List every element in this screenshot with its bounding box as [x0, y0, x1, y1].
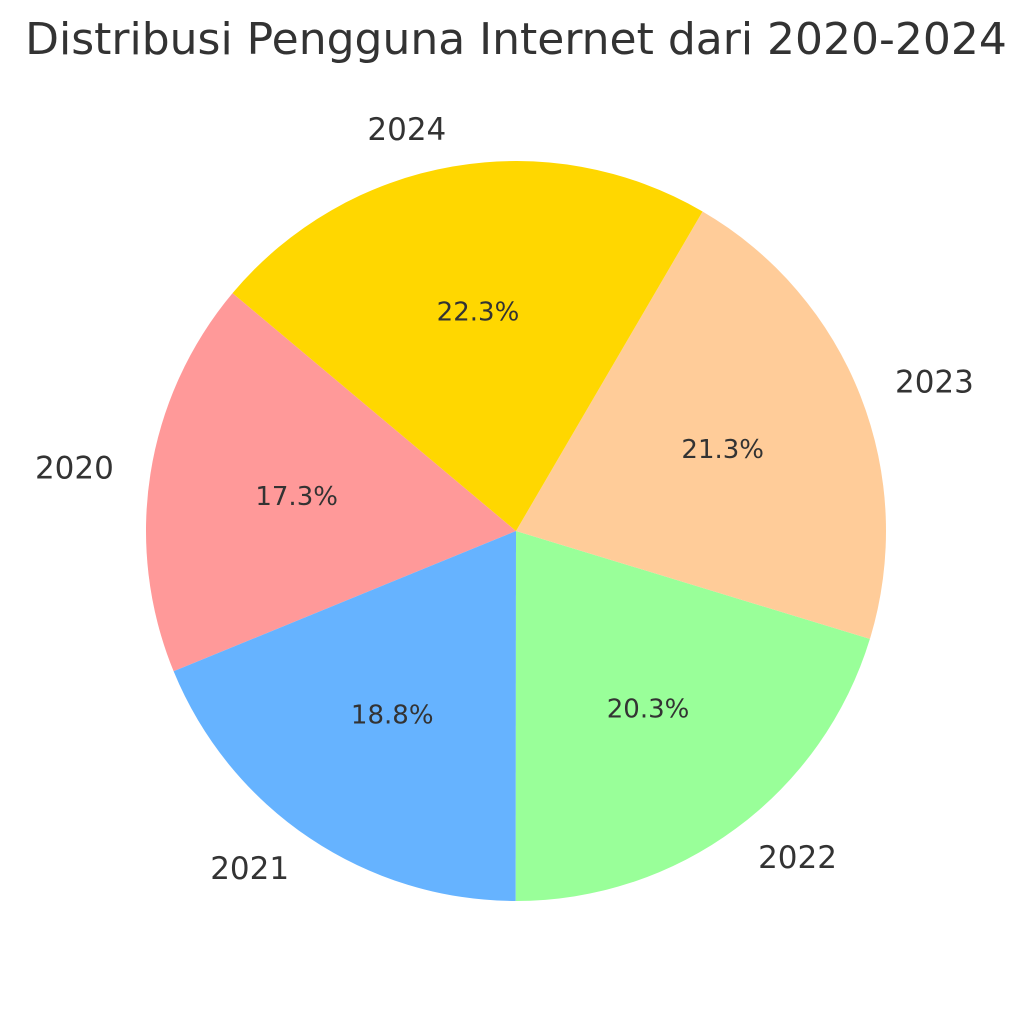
- percent-label-2024: 22.3%: [437, 297, 520, 327]
- pie-slice-2024: [232, 161, 703, 531]
- percent-label-2020: 17.3%: [255, 482, 338, 512]
- pie-labels: 2020 17.3% 2021 18.8% 2022 20.3% 2023 21.3% 2024…: [35, 112, 974, 887]
- percent-label-2021: 18.8%: [351, 700, 434, 730]
- percent-label-2022: 20.3%: [607, 694, 690, 724]
- slice-label-2020: 2020: [35, 450, 114, 486]
- pie-slice-2022: [515, 531, 870, 902]
- slice-label-2024: 2024: [367, 112, 446, 148]
- pie-slice-2020: [145, 293, 516, 672]
- chart-title: Distribusi Pengguna Internet dari 2020-2…: [25, 14, 1007, 65]
- slice-label-2021: 2021: [210, 851, 289, 887]
- slice-label-2022: 2022: [758, 840, 837, 876]
- pie-slice-2021: [173, 531, 516, 901]
- pie-slice-2023: [516, 211, 887, 639]
- slice-label-2023: 2023: [895, 365, 974, 401]
- percent-label-2023: 21.3%: [681, 435, 764, 465]
- pie-slices: [145, 161, 887, 902]
